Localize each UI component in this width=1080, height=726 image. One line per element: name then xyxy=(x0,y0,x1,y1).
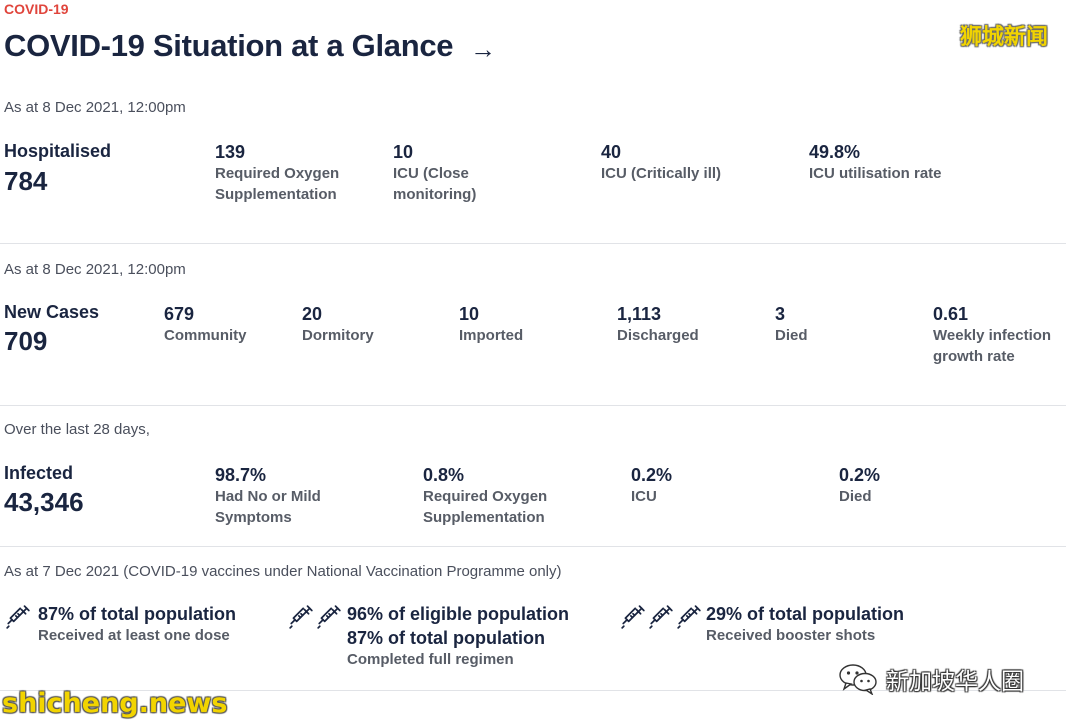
hospital-stat: 40 ICU (Critically ill) xyxy=(601,141,791,184)
vax-heading: 87% of total population xyxy=(38,604,236,624)
vaccination-timestamp: As at 7 Dec 2021 (COVID-19 vaccines unde… xyxy=(4,563,562,580)
wechat-account-name: 新加坡华人圈 xyxy=(886,669,1024,695)
vax-sub: Received at least one dose xyxy=(38,627,230,644)
hospital-stat: 49.8% ICU utilisation rate xyxy=(809,141,999,184)
stat-label: ICU (Close monitoring) xyxy=(393,165,477,203)
stat-label: Died xyxy=(775,327,808,344)
stat-label: Dormitory xyxy=(302,327,374,344)
stat-value: 1,113 xyxy=(617,304,662,324)
stat-value: 0.2% xyxy=(631,465,673,485)
page-title[interactable]: COVID-19 Situation at a Glance xyxy=(4,28,454,63)
stat-label: Discharged xyxy=(617,327,699,344)
stat-label: Imported xyxy=(459,327,524,344)
infected-timestamp: Over the last 28 days, xyxy=(4,421,150,438)
stat-value: 98.7% xyxy=(215,465,267,485)
hospitalised-label: Hospitalised xyxy=(4,141,112,161)
divider xyxy=(0,243,1066,244)
syringe-icon xyxy=(621,605,645,629)
infected-stat: 98.7% Had No or Mild Symptoms xyxy=(215,464,405,528)
hospitalised-timestamp: As at 8 Dec 2021, 12:00pm xyxy=(4,99,186,116)
stat-label: ICU utilisation rate xyxy=(809,165,942,182)
vax-heading: 29% of total population xyxy=(706,604,904,624)
stat-value: 0.2% xyxy=(839,465,881,485)
new-cases-stat: 10 Imported xyxy=(459,303,649,346)
stat-value: 0.8% xyxy=(423,465,465,485)
new-cases-stat: 1,113 Discharged xyxy=(617,303,807,346)
watermark-bottom: shicheng.news xyxy=(2,688,228,719)
stat-value: 10 xyxy=(459,304,480,324)
infected-label: Infected xyxy=(4,463,74,483)
new-cases-stat: 20 Dormitory xyxy=(302,303,492,346)
arrow-right-icon[interactable]: → xyxy=(470,34,496,64)
stat-value: 3 xyxy=(775,304,786,324)
stat-label: ICU xyxy=(631,488,657,505)
syringe-icon xyxy=(6,605,30,629)
new-cases-stat: 3 Died xyxy=(775,303,965,346)
stat-label: Required Oxygen Supplementation xyxy=(215,165,340,203)
new-cases-stat: 679 Community xyxy=(164,303,354,346)
vax-heading: 96% of eligible population xyxy=(347,604,570,624)
new-cases-label: New Cases xyxy=(4,302,100,322)
vax-sub: Received booster shots xyxy=(706,627,876,644)
stat-value: 679 xyxy=(164,304,195,324)
stat-value: 0.61 xyxy=(933,304,969,324)
hospital-stat: 10 ICU (Close monitoring) xyxy=(393,141,583,205)
stat-value: 139 xyxy=(215,142,246,162)
wechat-watermark: 新加坡华人圈 xyxy=(838,662,1024,696)
hospital-stat: 139 Required Oxygen Supplementation xyxy=(215,141,405,205)
vax-sub: Completed full regimen xyxy=(347,651,514,668)
stat-value: 49.8% xyxy=(809,142,861,162)
vax-heading-secondary: 87% of total population xyxy=(347,628,545,648)
infected-value: 43,346 xyxy=(4,487,84,517)
stat-value: 20 xyxy=(302,304,323,324)
divider xyxy=(0,546,1066,547)
stat-label: Community xyxy=(164,327,247,344)
hospitalised-value: 784 xyxy=(4,166,48,196)
stat-label: Died xyxy=(839,488,872,505)
syringe-icon xyxy=(317,605,341,629)
new-cases-value: 709 xyxy=(4,326,48,356)
stat-label: Weekly infection growth rate xyxy=(933,327,1052,365)
divider xyxy=(0,405,1066,406)
new-cases-timestamp: As at 8 Dec 2021, 12:00pm xyxy=(4,261,186,278)
stat-label: ICU (Critically ill) xyxy=(601,165,722,182)
syringe-icon xyxy=(649,605,673,629)
infected-stat: 0.8% Required Oxygen Supplementation xyxy=(423,464,613,528)
infected-stat: 0.2% Died xyxy=(839,464,1029,507)
divider xyxy=(0,690,1066,691)
new-cases-stat: 0.61 Weekly infection growth rate xyxy=(933,303,1063,367)
watermark-top: 狮城新闻 xyxy=(960,25,1049,50)
stat-label: Had No or Mild Symptoms xyxy=(215,488,321,526)
wechat-icon xyxy=(839,664,877,695)
syringe-icon xyxy=(289,605,313,629)
section-eyebrow: COVID-19 xyxy=(4,1,69,17)
stat-value: 40 xyxy=(601,142,622,162)
stat-value: 10 xyxy=(393,142,414,162)
infected-stat: 0.2% ICU xyxy=(631,464,821,507)
stat-label: Required Oxygen Supplementation xyxy=(423,488,548,526)
syringe-icon xyxy=(677,605,701,629)
